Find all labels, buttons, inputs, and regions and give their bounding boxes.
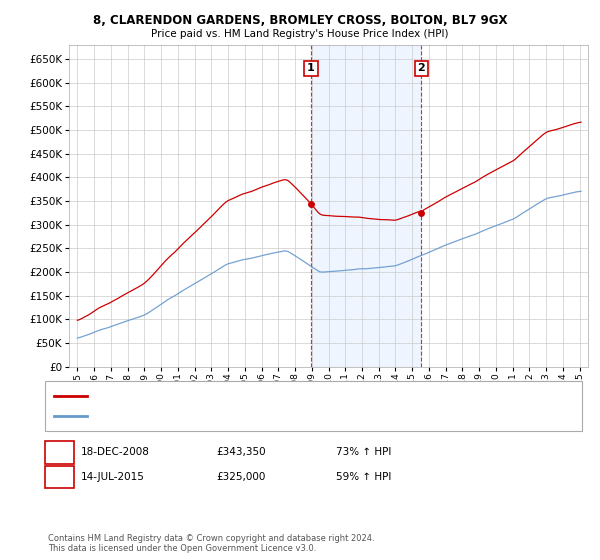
Text: 18-DEC-2008: 18-DEC-2008	[81, 447, 150, 458]
Bar	[311, 45, 421, 367]
Text: 8, CLARENDON GARDENS, BROMLEY CROSS, BOLTON, BL7 9GX: 8, CLARENDON GARDENS, BROMLEY CROSS, BOL…	[93, 14, 507, 27]
Text: 8, CLARENDON GARDENS, BROMLEY CROSS, BOLTON, BL7 9GX (detached house): 8, CLARENDON GARDENS, BROMLEY CROSS, BOL…	[93, 391, 478, 400]
Text: 1: 1	[56, 447, 63, 458]
Text: 2: 2	[56, 472, 63, 482]
Text: HPI: Average price, detached house, Bolton: HPI: Average price, detached house, Bolt…	[93, 412, 299, 421]
Text: 73% ↑ HPI: 73% ↑ HPI	[336, 447, 391, 458]
Text: 1: 1	[307, 63, 315, 73]
Text: 59% ↑ HPI: 59% ↑ HPI	[336, 472, 391, 482]
Text: 14-JUL-2015: 14-JUL-2015	[81, 472, 145, 482]
Text: £343,350: £343,350	[216, 447, 266, 458]
Text: 2: 2	[418, 63, 425, 73]
Text: Contains HM Land Registry data © Crown copyright and database right 2024.
This d: Contains HM Land Registry data © Crown c…	[48, 534, 374, 553]
Text: £325,000: £325,000	[216, 472, 265, 482]
Text: Price paid vs. HM Land Registry's House Price Index (HPI): Price paid vs. HM Land Registry's House …	[151, 29, 449, 39]
